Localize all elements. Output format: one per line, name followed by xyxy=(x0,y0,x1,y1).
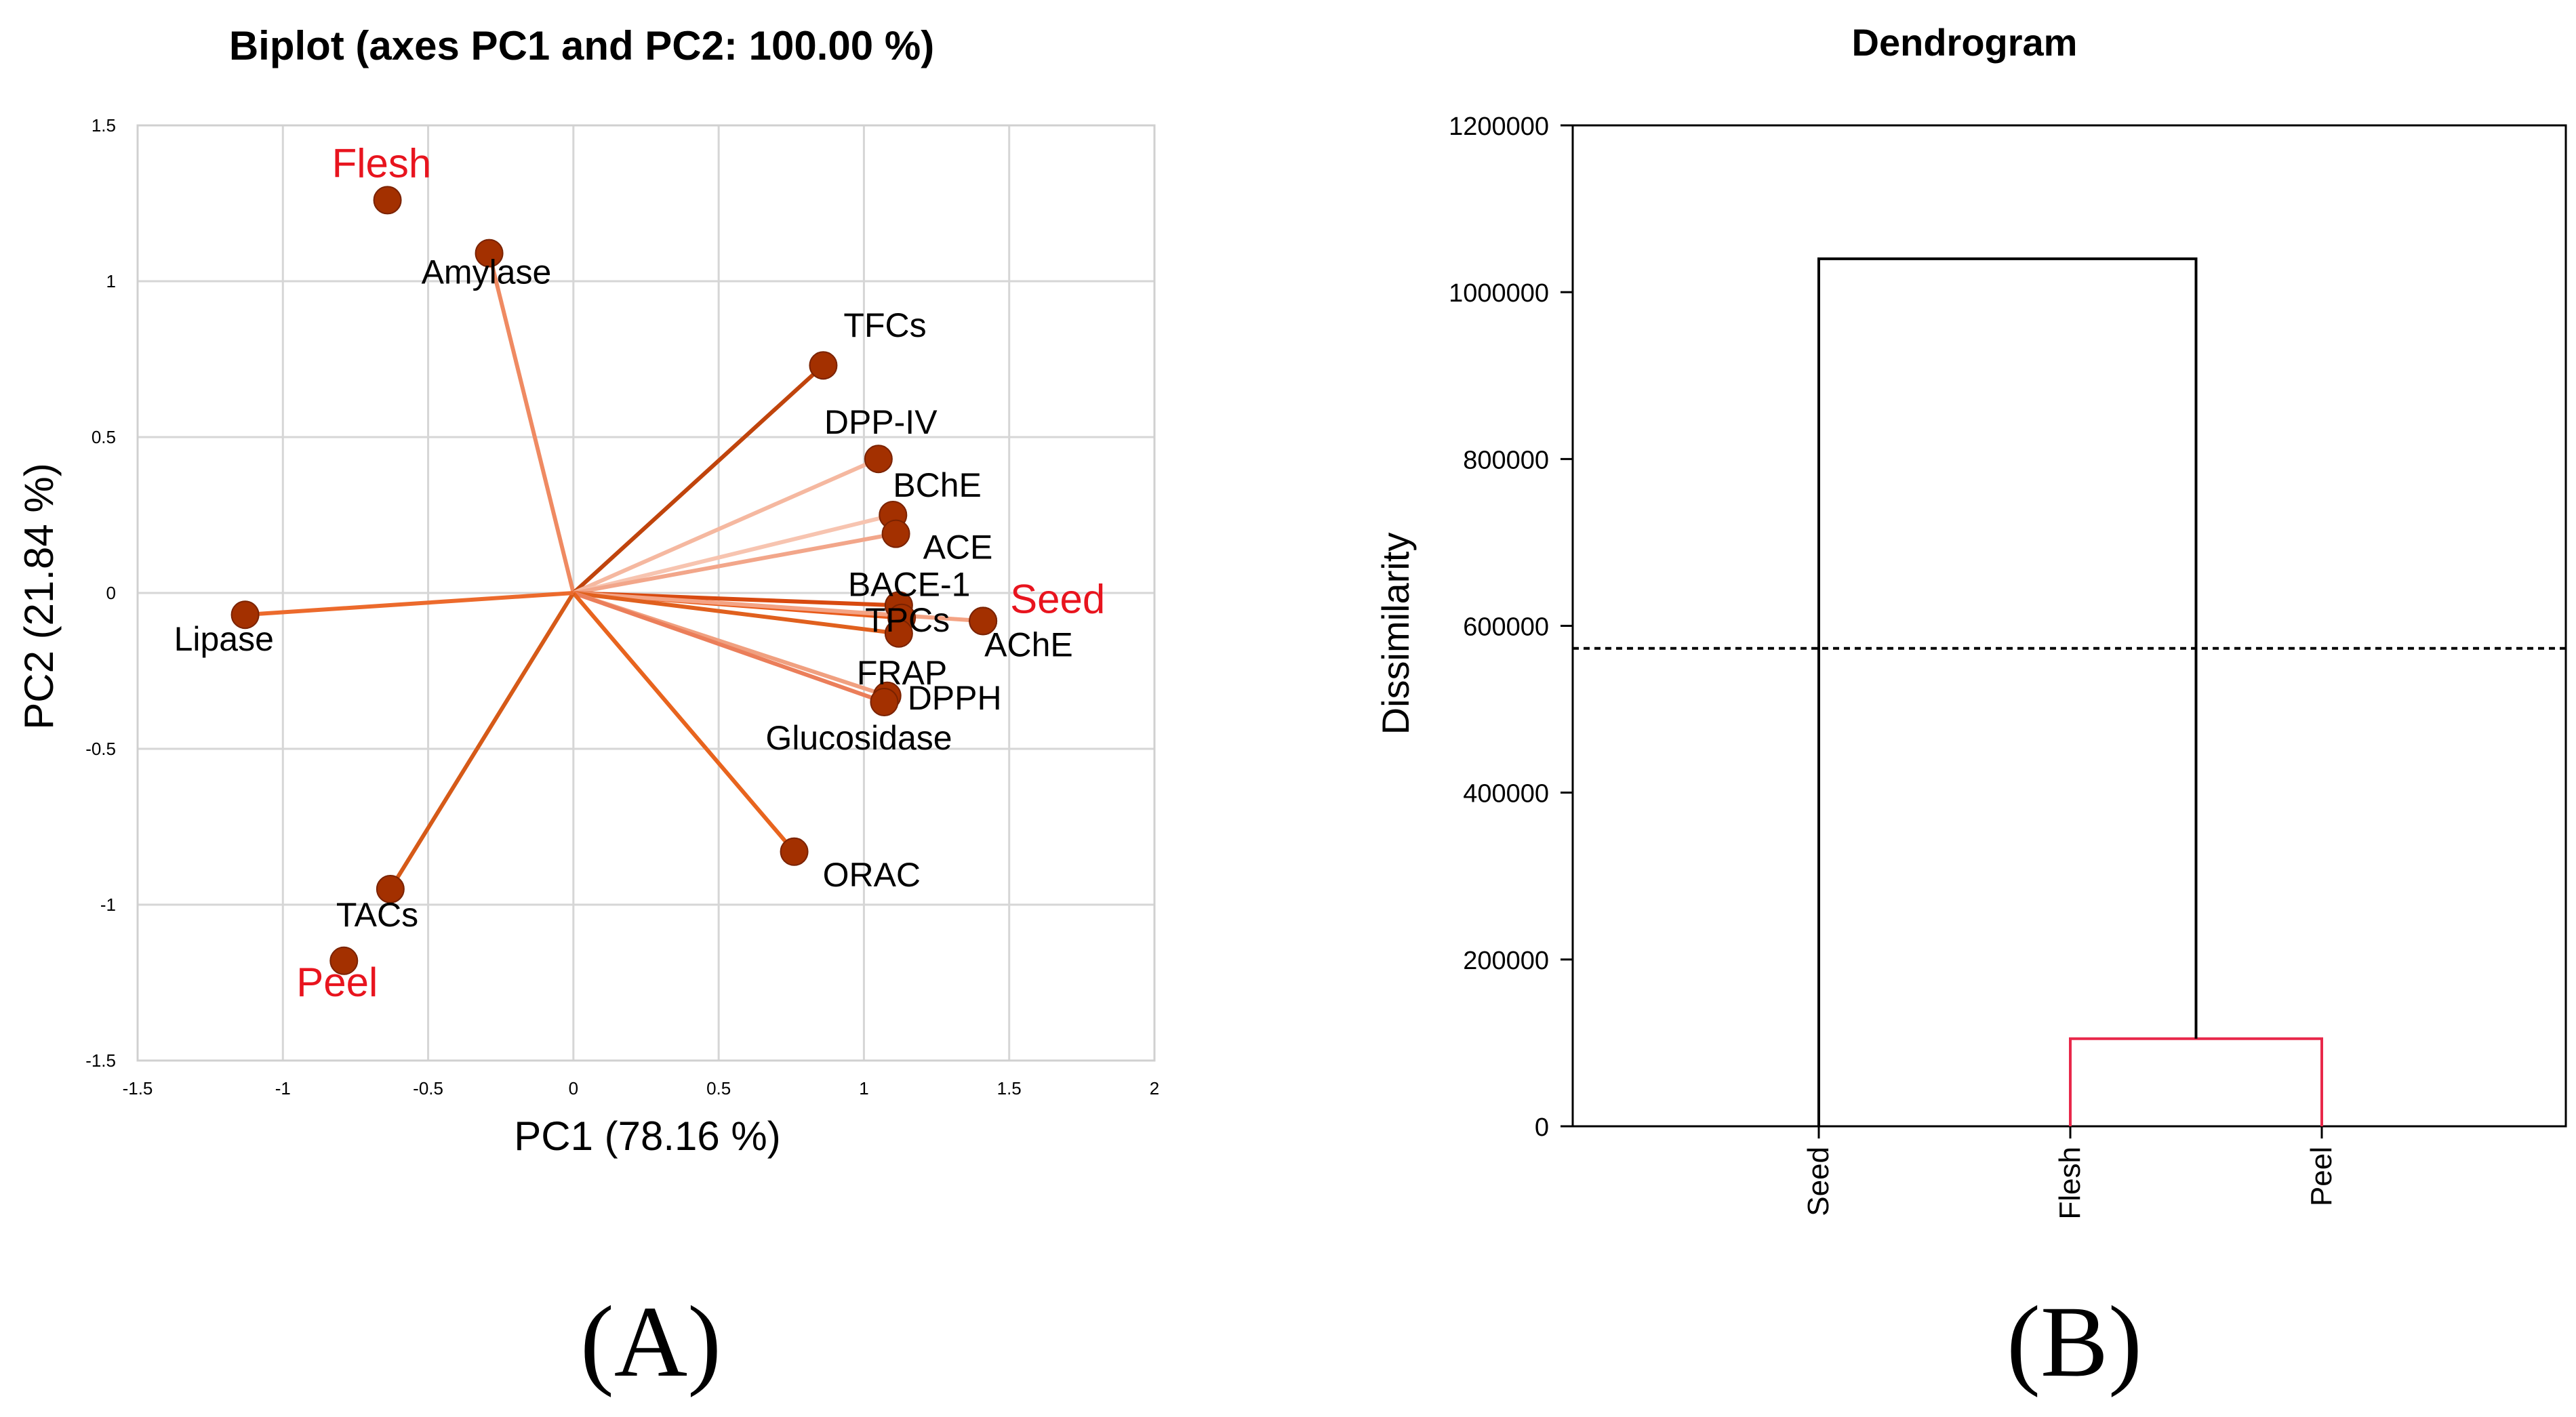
biplot-x-tick-label: 0.5 xyxy=(706,1078,731,1098)
merge-flesh-peel xyxy=(2069,1037,2323,1126)
label-flesh: Flesh xyxy=(332,140,432,186)
vector-lipase xyxy=(245,591,574,617)
biplot-title: Biplot (axes PC1 and PC2: 100.00 %) xyxy=(229,23,934,68)
label-seed: Seed xyxy=(1010,576,1105,621)
dendrogram-y-tick-label: 200000 xyxy=(1463,947,1549,975)
biplot-y-tick-label: 0.5 xyxy=(92,427,116,447)
label-ache: AChE xyxy=(984,625,1073,663)
dendrogram-leaf-ticks: Seed Flesh Peel xyxy=(1802,1126,2338,1220)
point-tacs xyxy=(376,875,405,903)
point-orac xyxy=(780,837,809,866)
panel-label-a: (A) xyxy=(580,1286,721,1398)
label-dpp-iv: DPP-IV xyxy=(824,403,938,441)
dendrogram-y-axis-label: Dissimilarity xyxy=(1374,533,1417,735)
biplot-x-tick-label: 1.5 xyxy=(997,1078,1022,1098)
biplot-y-tick-label: -1.5 xyxy=(85,1050,116,1071)
merge-seed-cluster xyxy=(1817,257,2198,1126)
biplot-y-tick-labels: -1.5 -1 -0.5 0 0.5 1 1.5 xyxy=(85,115,116,1071)
dendrogram-y-tick-label: 600000 xyxy=(1463,613,1549,642)
label-amylase: Amylase xyxy=(422,253,552,291)
point-amylase xyxy=(475,239,504,268)
biplot-y-tick-label: -1 xyxy=(100,895,116,915)
biplot-y-tick-label: 0 xyxy=(106,583,116,603)
dendrogram-y-tick-label: 1200000 xyxy=(1449,112,1549,141)
point-ace xyxy=(881,519,910,548)
point-flesh xyxy=(373,186,402,215)
biplot-x-tick-label: -1 xyxy=(275,1078,291,1098)
point-tfcs xyxy=(809,351,838,380)
dendrogram-y-tick-label: 1000000 xyxy=(1449,279,1549,308)
biplot-x-tick-label: 0 xyxy=(569,1078,578,1098)
leaf-label-peel: Peel xyxy=(2305,1147,2338,1206)
vector-amylase xyxy=(487,252,576,594)
biplot-y-tick-label: -0.5 xyxy=(85,739,116,759)
vector-bche xyxy=(573,513,893,595)
dendrogram-tree xyxy=(1817,257,2323,1126)
point-dpp-iv xyxy=(864,445,893,474)
label-tacs: TACs xyxy=(336,896,418,934)
biplot-x-tick-labels: -1.5 -1 -0.5 0 0.5 1 1.5 2 xyxy=(123,1078,1160,1098)
label-frap: FRAP xyxy=(857,654,947,692)
biplot-x-tick-label: -1.5 xyxy=(123,1078,153,1098)
label-orac: ORAC xyxy=(823,856,921,894)
biplot-y-axis-label: PC2 (21.84 %) xyxy=(16,463,62,730)
dendrogram-y-tick-label: 400000 xyxy=(1463,780,1549,808)
biplot-plot-frame xyxy=(136,124,1156,1062)
dendrogram-panel: Dendrogram 0 200000 400000 600000 800000 1000… xyxy=(1374,21,2567,1398)
vector-frap xyxy=(573,591,900,636)
biplot-points xyxy=(230,186,998,975)
biplot-x-tick-label: 1 xyxy=(859,1078,868,1098)
dendrogram-title: Dendrogram xyxy=(1852,21,2078,64)
point-frap xyxy=(884,619,913,648)
dendrogram-y-ticks: 0 200000 400000 600000 800000 1000000 1200000 xyxy=(1449,112,1573,1142)
biplot-x-tick-label: -0.5 xyxy=(413,1078,443,1098)
biplot-y-tick-label: 1 xyxy=(106,271,116,291)
point-glucosidase xyxy=(870,688,899,716)
vector-ace xyxy=(573,531,897,595)
label-ace: ACE xyxy=(923,529,993,567)
vector-dpp-iv xyxy=(572,457,880,595)
label-bche: BChE xyxy=(893,466,982,504)
vector-orac xyxy=(571,592,796,853)
label-lipase: Lipase xyxy=(174,620,274,658)
biplot-x-tick-label: 2 xyxy=(1150,1078,1159,1098)
dendrogram-plot-frame xyxy=(1571,124,2567,1128)
label-tpcs: TPCs xyxy=(865,601,950,639)
label-bace-1: BACE-1 xyxy=(848,565,971,603)
point-seed xyxy=(969,607,998,636)
dendrogram-y-tick-label: 800000 xyxy=(1463,446,1549,474)
vector-tfcs xyxy=(571,363,825,595)
dendrogram-y-tick-label: 0 xyxy=(1535,1113,1549,1142)
biplot-x-axis-label: PC1 (78.16 %) xyxy=(514,1113,781,1159)
label-glucosidase: Glucosidase xyxy=(765,719,952,757)
vector-tacs xyxy=(388,592,576,890)
point-lipase xyxy=(230,600,260,630)
label-dpph: DPPH xyxy=(908,679,1002,717)
vector-glucosidase xyxy=(572,591,885,704)
biplot-y-tick-label: 1.5 xyxy=(92,115,116,136)
leaf-label-flesh: Flesh xyxy=(2053,1147,2087,1220)
biplot-grid xyxy=(136,124,1156,1062)
biplot-panel: Biplot (axes PC1 and PC2: 100.00 %) -1.5… xyxy=(16,23,1159,1398)
label-tfcs: TFCs xyxy=(843,306,926,344)
point-peel xyxy=(329,946,359,975)
biplot-variable-vectors xyxy=(245,252,984,890)
leaf-label-seed: Seed xyxy=(1802,1147,1835,1216)
label-peel: Peel xyxy=(296,960,378,1005)
panel-label-b: (B) xyxy=(2007,1286,2142,1398)
